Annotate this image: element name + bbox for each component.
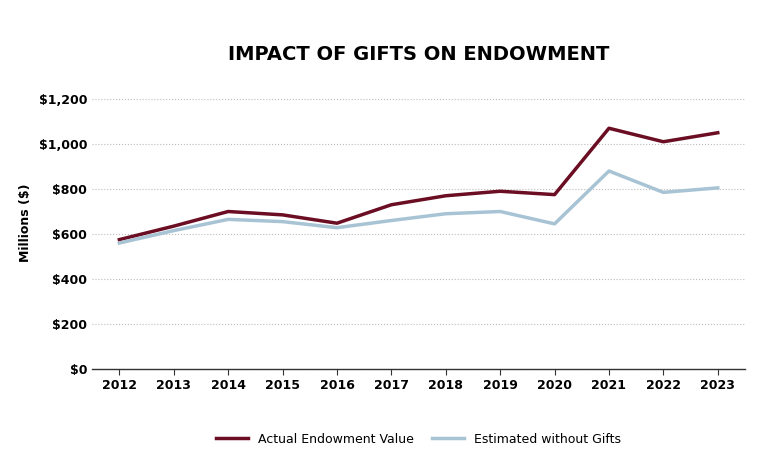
Actual Endowment Value [441,193,450,198]
Actual Endowment Value [604,126,614,131]
Actual Endowment Value [713,130,723,135]
Estimated without Gifts [333,225,342,230]
Line: Estimated without Gifts: Estimated without Gifts [119,171,718,243]
Estimated without Gifts [441,211,450,216]
Actual Endowment Value [333,220,342,226]
Estimated without Gifts [550,221,559,226]
Actual Endowment Value [223,209,233,214]
Actual Endowment Value [550,192,559,197]
Legend: Actual Endowment Value, Estimated without Gifts: Actual Endowment Value, Estimated withou… [211,428,626,450]
Actual Endowment Value [387,202,396,207]
Estimated without Gifts [223,216,233,222]
Estimated without Gifts [114,240,124,246]
Y-axis label: Millions ($): Millions ($) [19,184,31,262]
Estimated without Gifts [387,218,396,223]
Actual Endowment Value [114,237,124,242]
Estimated without Gifts [495,209,505,214]
Actual Endowment Value [495,189,505,194]
Estimated without Gifts [659,190,668,195]
Title: IMPACT OF GIFTS ON ENDOWMENT: IMPACT OF GIFTS ON ENDOWMENT [228,45,609,64]
Estimated without Gifts [713,185,723,191]
Estimated without Gifts [169,228,178,233]
Estimated without Gifts [278,219,287,224]
Estimated without Gifts [604,168,614,174]
Actual Endowment Value [278,212,287,217]
Actual Endowment Value [169,223,178,229]
Actual Endowment Value [659,139,668,144]
Line: Actual Endowment Value: Actual Endowment Value [119,128,718,239]
